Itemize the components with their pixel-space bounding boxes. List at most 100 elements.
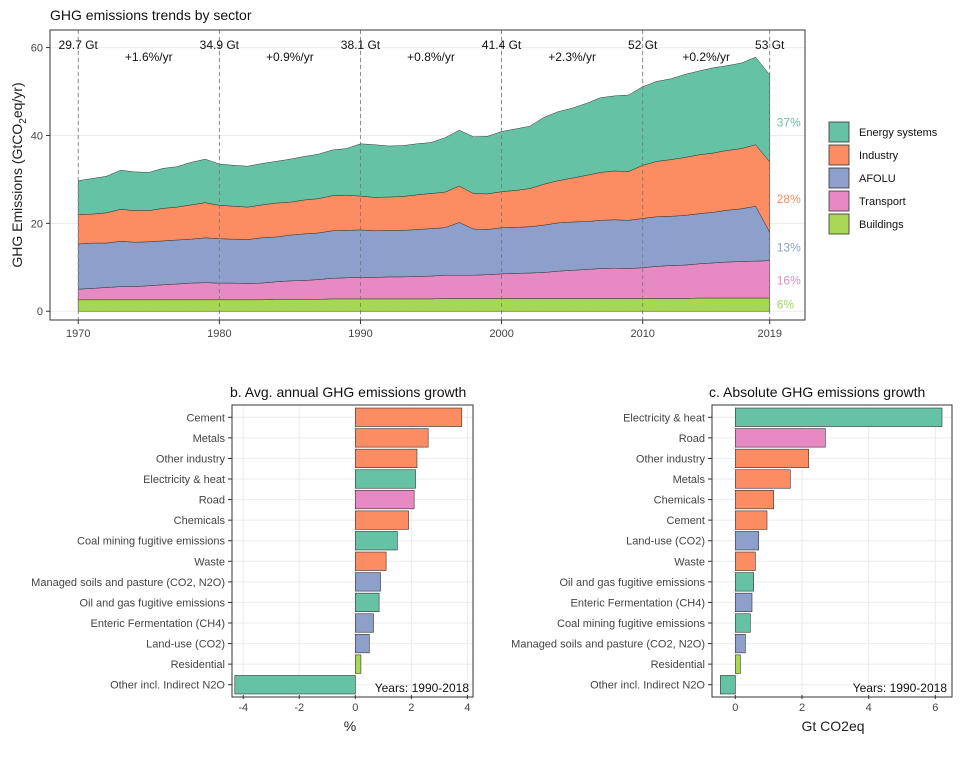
bar-land-use-co2 [355, 634, 370, 654]
x-tick-label: 2 [408, 702, 414, 714]
bar-other-industry [735, 448, 809, 468]
growth-rate-years-note: Years: 1990-2018 [375, 681, 470, 695]
x-tick-label: 2019 [757, 328, 781, 340]
category-label-road: Road [199, 495, 225, 507]
x-tick-label: -4 [238, 702, 248, 714]
period-total-label: 53 Gt [755, 38, 785, 52]
x-tick-label: 1990 [348, 328, 372, 340]
category-label-enteric-fermentation-ch4: Enteric Fermentation (CH4) [571, 597, 706, 609]
bar-land-use-co2 [735, 531, 759, 551]
area-layers [77, 56, 770, 312]
y-tick-label: 0 [37, 306, 43, 318]
legend-label-energy-systems: Energy systems [859, 127, 938, 139]
bar-cement [735, 510, 768, 530]
bar-residential [355, 654, 362, 674]
y-tick-label: 20 [31, 218, 43, 230]
bar-road [355, 490, 415, 510]
x-tick-label: -2 [294, 702, 304, 714]
period-total-label: 38.1 Gt [341, 38, 381, 52]
growth-rate-label: +0.2%/yr [682, 50, 730, 64]
legend-label-transport: Transport [859, 196, 906, 208]
bar-cement [355, 407, 463, 427]
category-label-coal-mining-fugitive-emissions: Coal mining fugitive emissions [557, 618, 705, 630]
share-label-transport: 16% [777, 273, 801, 287]
category-label-managed-soils-and-pasture-co2-n2o: Managed soils and pasture (CO2, N2O) [511, 639, 705, 651]
category-label-residential: Residential [171, 659, 225, 671]
bar-coal-mining-fugitive-emissions [735, 613, 751, 633]
bar-enteric-fermentation-ch4 [735, 592, 753, 612]
bar-electricity-heat [355, 469, 416, 489]
bar-electricity-heat [735, 407, 943, 427]
growth-rate-chart: -4 -2 0 2 4 Cement Metals Other industry Electri… [31, 407, 473, 714]
category-label-cement: Cement [666, 515, 705, 527]
area-panel-border [49, 29, 806, 321]
category-label-coal-mining-fugitive-emissions: Coal mining fugitive emissions [77, 536, 225, 548]
category-label-metals: Metals [673, 474, 706, 486]
legend-swatch-buildings [828, 213, 850, 235]
period-total-label: 29.7 Gt [59, 38, 99, 52]
period-total-label: 52 Gt [628, 38, 658, 52]
bar-oil-and-gas-fugitive-emissions [735, 572, 754, 592]
growth-rate-chart-title: b. Avg. annual GHG emissions growth [230, 384, 466, 400]
category-label-waste: Waste [194, 556, 225, 568]
x-tick-label: 6 [932, 702, 938, 714]
bar-metals [735, 469, 791, 489]
y-tick-label: 40 [31, 130, 43, 142]
x-tick-label: 2010 [630, 328, 654, 340]
category-label-residential: Residential [651, 659, 705, 671]
bar-chemicals [735, 490, 774, 510]
category-label-oil-and-gas-fugitive-emissions: Oil and gas fugitive emissions [79, 597, 225, 609]
period-total-label: 41.4 Gt [482, 38, 522, 52]
bar-oil-and-gas-fugitive-emissions [355, 592, 380, 612]
growth-rate-label: +0.8%/yr [407, 50, 455, 64]
growth-rate-panel-border [231, 404, 474, 698]
bar-managed-soils-and-pasture-co2-n2o [355, 572, 381, 592]
absolute-growth-panel-border [711, 404, 953, 698]
category-label-cement: Cement [186, 412, 225, 424]
category-label-managed-soils-and-pasture-co2-n2o: Managed soils and pasture (CO2, N2O) [31, 577, 225, 589]
legend-label-buildings: Buildings [859, 219, 904, 231]
bar-waste [355, 551, 387, 571]
share-label-buildings: 6% [777, 298, 795, 312]
bar-other-industry [355, 448, 418, 468]
x-tick-label: 1980 [207, 328, 231, 340]
category-label-road: Road [679, 433, 705, 445]
category-label-chemicals: Chemicals [174, 515, 226, 527]
category-label-other-incl-indirect-n2o: Other incl. Indirect N2O [590, 680, 705, 692]
bar-road [735, 428, 826, 448]
legend-swatch-energy-systems [828, 121, 850, 143]
growth-rate-label: +2.3%/yr [548, 50, 596, 64]
absolute-growth-chart-title: c. Absolute GHG emissions growth [709, 384, 925, 400]
legend-label-industry: Industry [859, 150, 899, 162]
area-chart-title: GHG emissions trends by sector [50, 7, 252, 23]
y-tick-label: 60 [31, 43, 43, 55]
legend-label-afolu: AFOLU [859, 173, 896, 185]
bar-metals [355, 428, 429, 448]
category-label-other-industry: Other industry [156, 453, 226, 465]
category-label-electricity-heat: Electricity & heat [143, 474, 225, 486]
category-label-enteric-fermentation-ch4: Enteric Fermentation (CH4) [91, 618, 226, 630]
bar-other-incl-indirect-n2o [234, 675, 356, 695]
bar-chemicals [355, 510, 409, 530]
category-label-oil-and-gas-fugitive-emissions: Oil and gas fugitive emissions [559, 577, 705, 589]
absolute-growth-years-note: Years: 1990-2018 [853, 681, 948, 695]
period-total-label: 34.9 Gt [200, 38, 240, 52]
x-tick-label: 4 [866, 702, 872, 714]
x-tick-label: 2000 [489, 328, 513, 340]
category-label-land-use-co2: Land-use (CO2) [626, 536, 705, 548]
legend-swatch-industry [828, 144, 850, 166]
share-label-industry: 28% [777, 192, 801, 206]
category-label-other-industry: Other industry [636, 453, 706, 465]
area-chart-ylabel: GHG Emissions (GtCO2eq/yr) [9, 82, 29, 267]
area-layer-energy-systems [77, 56, 770, 215]
period-markers: 29.7 Gt 34.9 Gt 38.1 Gt 41.4 Gt 52 Gt 53 Gt +1… [59, 30, 785, 320]
legend-swatch-afolu [828, 167, 850, 189]
growth-rate-xlabel: % [344, 718, 356, 734]
area-axes: 0 20 40 60 1970 1980 1990 2000 2010 2019 [31, 43, 782, 340]
growth-rate-label: +1.6%/yr [125, 50, 173, 64]
sector-legend: Energy systems Industry AFOLU Transport Buil… [828, 121, 938, 235]
bar-managed-soils-and-pasture-co2-n2o [735, 634, 746, 654]
category-label-land-use-co2: Land-use (CO2) [146, 639, 225, 651]
category-label-metals: Metals [193, 433, 226, 445]
